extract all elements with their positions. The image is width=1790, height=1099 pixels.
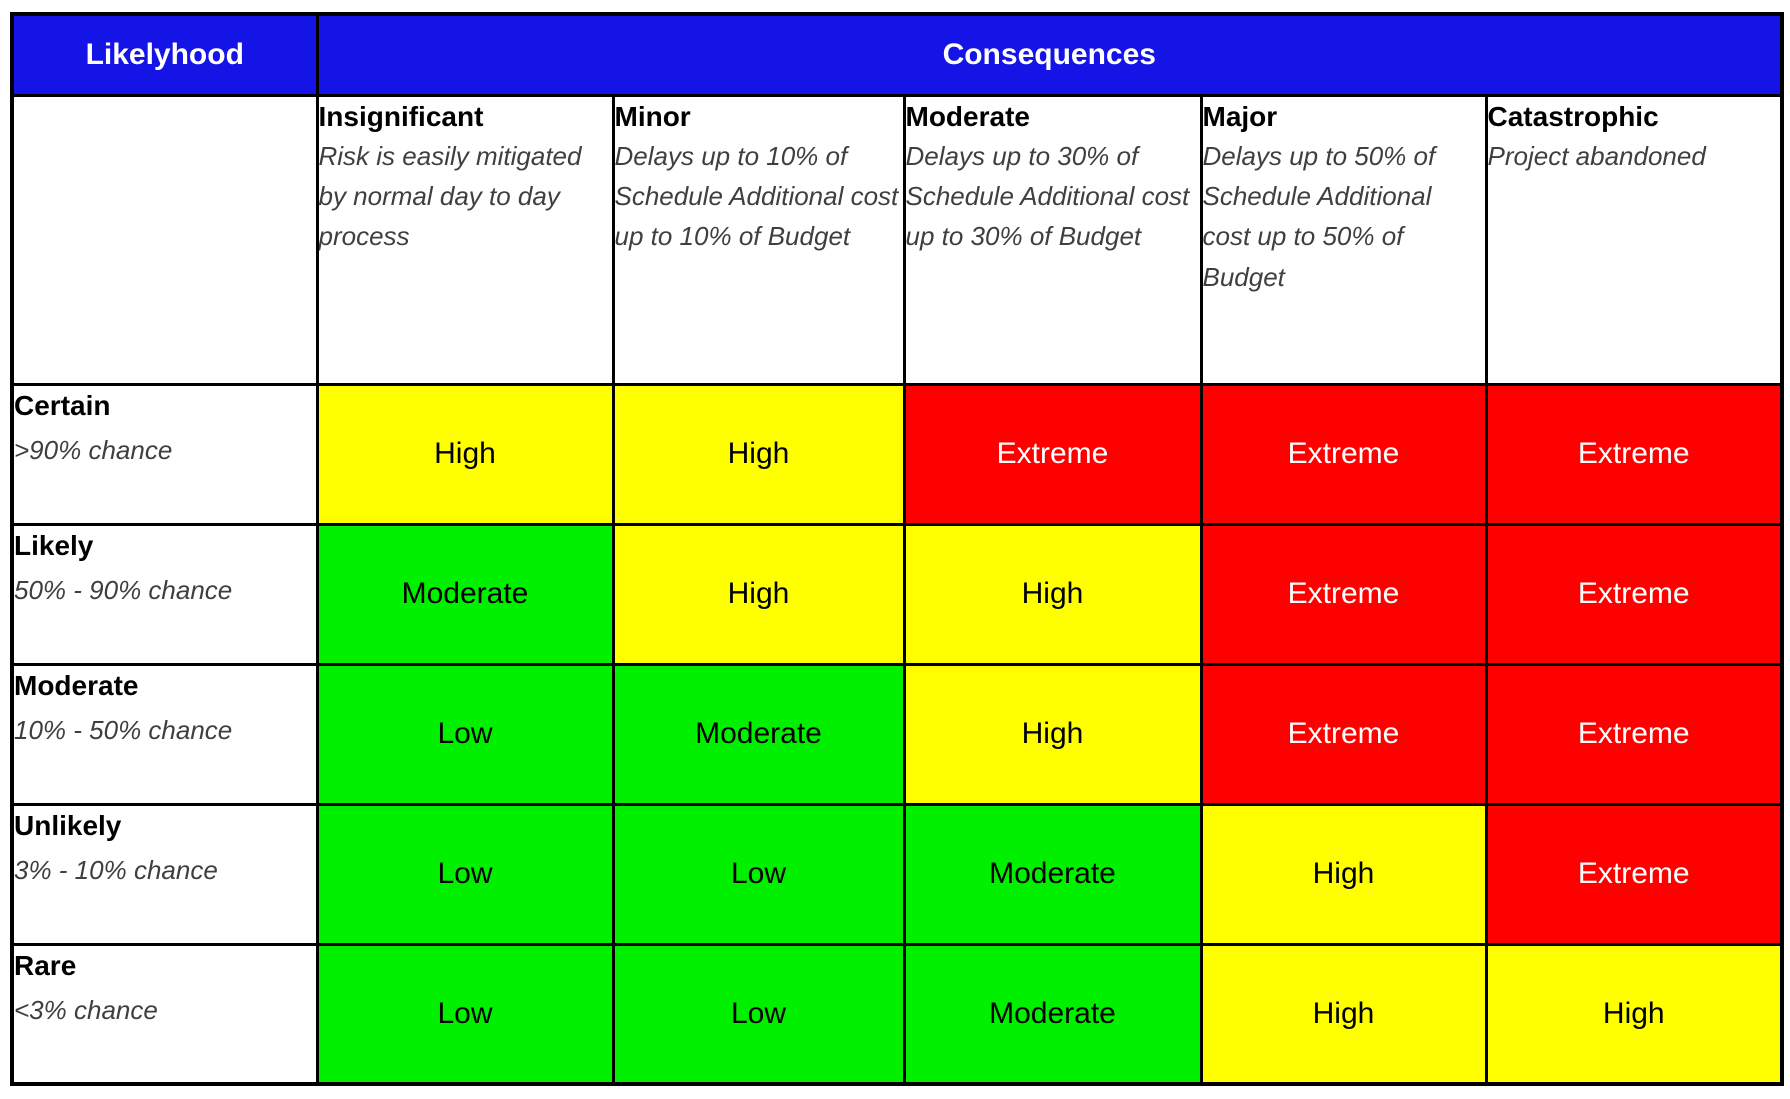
column-title: Insignificant xyxy=(318,100,484,132)
risk-cell-moderate-minor: Moderate xyxy=(611,662,906,806)
consequences-header-cell: Consequences xyxy=(315,12,1784,97)
risk-cell-unlikely-catastrophic: Extreme xyxy=(1484,802,1784,946)
risk-cell-moderate-insignificant: Low xyxy=(315,662,615,806)
empty-corner-cell xyxy=(10,93,319,386)
risk-cell-unlikely-major: High xyxy=(1199,802,1488,946)
risk-cell-likely-insignificant: Moderate xyxy=(315,522,615,666)
risk-cell-certain-moderate: Extreme xyxy=(902,382,1203,526)
risk-cell-unlikely-minor: Low xyxy=(611,802,906,946)
risk-matrix-table: Likelyhood Consequences Insignificant Ri… xyxy=(10,12,1785,1086)
row-title: Unlikely xyxy=(14,809,122,841)
row-chance: 50% - 90% chance xyxy=(14,574,233,605)
row-header-moderate: Moderate 10% - 50% chance xyxy=(10,662,319,806)
risk-cell-rare-insignificant: Low xyxy=(315,942,615,1086)
column-title: Minor xyxy=(614,100,691,132)
risk-cell-likely-minor: High xyxy=(611,522,906,666)
row-header-rare: Rare <3% chance xyxy=(10,942,319,1086)
risk-cell-moderate-major: Extreme xyxy=(1199,662,1488,806)
column-description: Delays up to 50% of Schedule Additional … xyxy=(1202,140,1436,292)
row-moderate: Moderate 10% - 50% chance Low Moderate H… xyxy=(10,662,1784,806)
row-header-certain: Certain >90% chance xyxy=(10,382,319,526)
row-unlikely: Unlikely 3% - 10% chance Low Low Moderat… xyxy=(10,802,1784,946)
row-header-likely: Likely 50% - 90% chance xyxy=(10,522,319,666)
row-header-unlikely: Unlikely 3% - 10% chance xyxy=(10,802,319,946)
risk-cell-rare-catastrophic: High xyxy=(1484,942,1784,1086)
column-header-minor: Minor Delays up to 10% of Schedule Addit… xyxy=(611,93,906,386)
risk-cell-unlikely-moderate: Moderate xyxy=(902,802,1203,946)
row-title: Certain xyxy=(14,389,111,421)
likelihood-header-cell: Likelyhood xyxy=(10,12,319,97)
row-likely: Likely 50% - 90% chance Moderate High Hi… xyxy=(10,522,1784,666)
row-chance: <3% chance xyxy=(14,994,158,1025)
column-description: Risk is easily mitigated by normal day t… xyxy=(318,140,582,252)
column-title: Major xyxy=(1202,100,1278,132)
risk-cell-rare-minor: Low xyxy=(611,942,906,1086)
row-chance: 10% - 50% chance xyxy=(14,714,233,745)
row-title: Likely xyxy=(14,529,94,561)
row-certain: Certain >90% chance High High Extreme Ex… xyxy=(10,382,1784,526)
column-description: Project abandoned xyxy=(1487,140,1706,171)
column-title: Catastrophic xyxy=(1487,100,1659,132)
risk-cell-likely-moderate: High xyxy=(902,522,1203,666)
column-title: Moderate xyxy=(905,100,1030,132)
row-title: Rare xyxy=(14,949,77,981)
header-row: Likelyhood Consequences xyxy=(10,12,1784,97)
risk-cell-certain-catastrophic: Extreme xyxy=(1484,382,1784,526)
row-title: Moderate xyxy=(14,669,139,701)
risk-cell-moderate-catastrophic: Extreme xyxy=(1484,662,1784,806)
risk-cell-rare-moderate: Moderate xyxy=(902,942,1203,1086)
row-rare: Rare <3% chance Low Low Moderate High Hi… xyxy=(10,942,1784,1086)
risk-cell-certain-major: Extreme xyxy=(1199,382,1488,526)
column-header-insignificant: Insignificant Risk is easily mitigated b… xyxy=(315,93,615,386)
row-chance: >90% chance xyxy=(14,434,173,465)
risk-cell-likely-catastrophic: Extreme xyxy=(1484,522,1784,666)
column-header-moderate: Moderate Delays up to 30% of Schedule Ad… xyxy=(902,93,1203,386)
risk-cell-rare-major: High xyxy=(1199,942,1488,1086)
column-header-catastrophic: Catastrophic Project abandoned xyxy=(1484,93,1784,386)
column-description: Delays up to 10% of Schedule Additional … xyxy=(614,140,899,252)
column-description: Delays up to 30% of Schedule Additional … xyxy=(905,140,1190,252)
risk-cell-moderate-moderate: High xyxy=(902,662,1203,806)
risk-cell-certain-insignificant: High xyxy=(315,382,615,526)
risk-cell-likely-major: Extreme xyxy=(1199,522,1488,666)
risk-cell-certain-minor: High xyxy=(611,382,906,526)
risk-cell-unlikely-insignificant: Low xyxy=(315,802,615,946)
column-header-major: Major Delays up to 50% of Schedule Addit… xyxy=(1199,93,1488,386)
row-chance: 3% - 10% chance xyxy=(14,854,218,885)
consequence-definitions-row: Insignificant Risk is easily mitigated b… xyxy=(10,93,1784,386)
